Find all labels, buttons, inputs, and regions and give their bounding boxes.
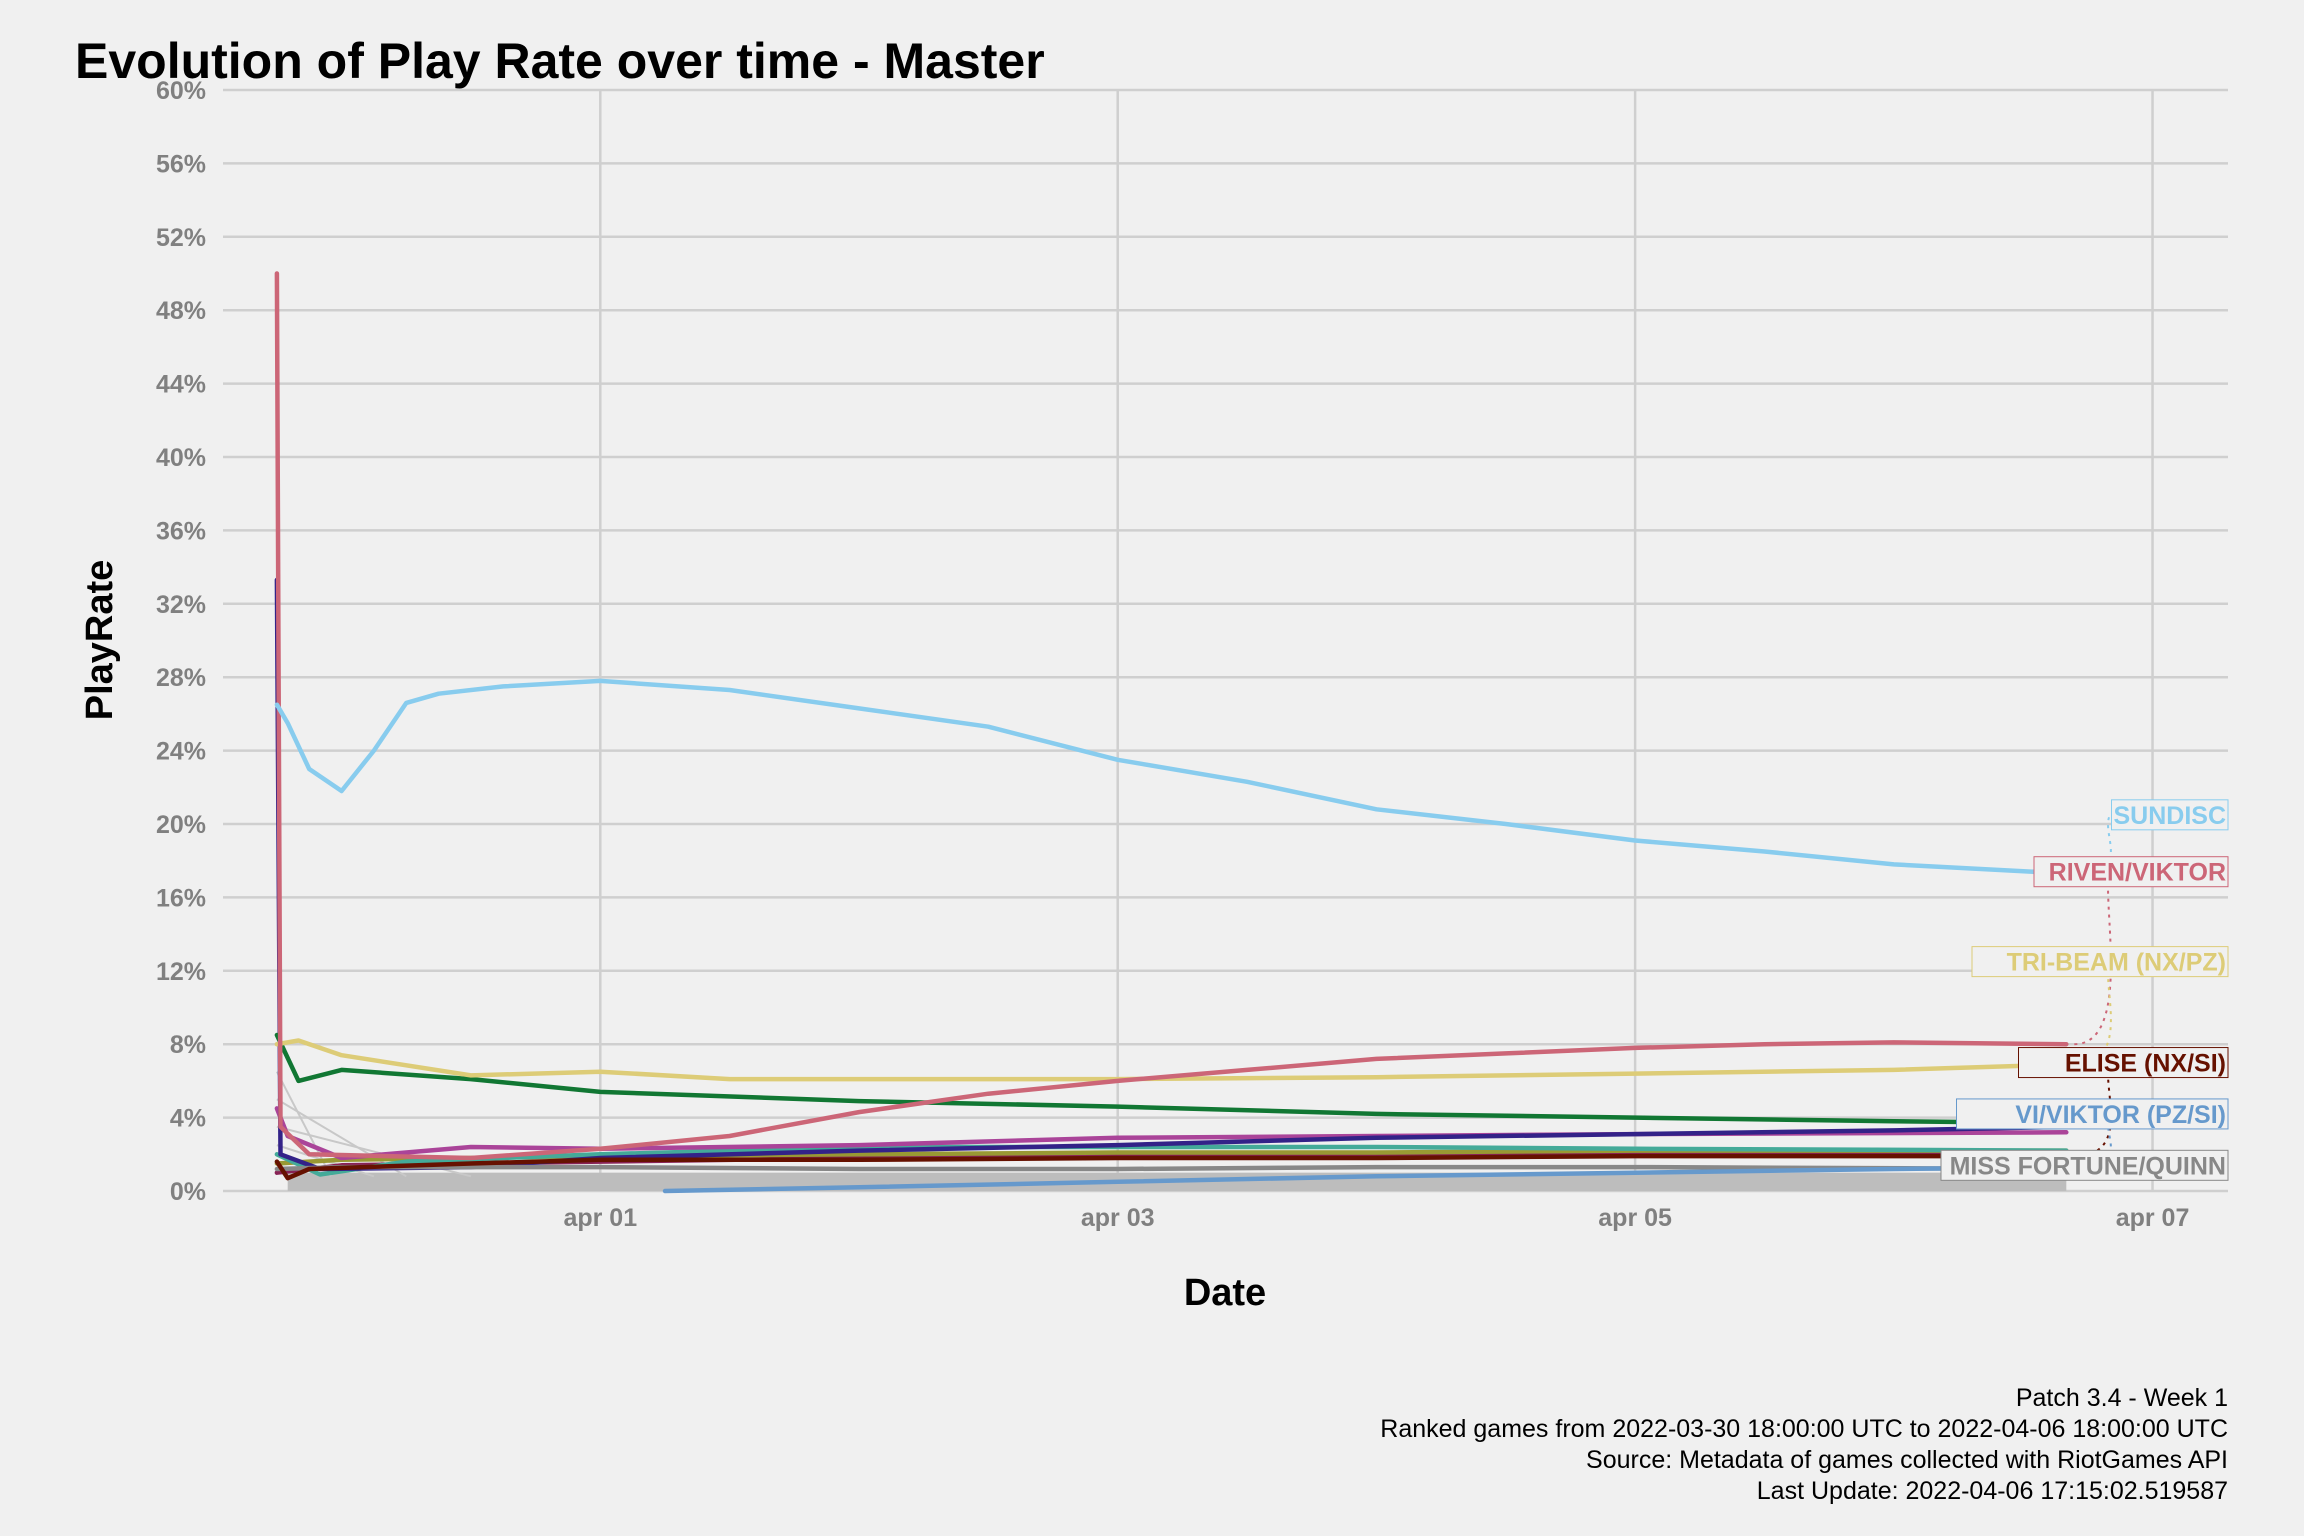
y-tick-label: 20% — [156, 811, 206, 839]
y-tick-label: 12% — [156, 958, 206, 986]
y-tick-label: 16% — [156, 884, 206, 912]
x-tick-label: apr 01 — [563, 1204, 637, 1232]
series-line-unlabelled — [274, 1148, 2069, 1166]
y-tick-label: 48% — [156, 297, 206, 325]
caption-source: Source: Metadata of games collected with… — [1586, 1446, 2228, 1474]
y-tick-label: 32% — [156, 591, 206, 619]
series-label-box — [1971, 946, 2229, 978]
series-label: RIVEN/VIKTOR — [2049, 859, 2226, 887]
series-line-riven-viktor — [274, 271, 2069, 1161]
series-label-box — [2018, 1047, 2229, 1079]
series-label-box — [1940, 1149, 2229, 1181]
chart-title: Evolution of Play Rate over time - Maste… — [75, 33, 1045, 89]
caption-range: Ranked games from 2022-03-30 18:00:00 UT… — [1380, 1415, 2228, 1443]
series-label-box — [1956, 1098, 2229, 1130]
series-line-elise-nx-si — [274, 1153, 2069, 1181]
y-tick-label: 0% — [170, 1178, 206, 1206]
y-tick-label: 52% — [156, 224, 206, 252]
y-tick-label: 8% — [170, 1031, 206, 1059]
y-tick-label: 56% — [156, 150, 206, 178]
y-tick-label: 28% — [156, 664, 206, 692]
caption-updated: Last Update: 2022-04-06 17:15:02.519587 — [1756, 1477, 2228, 1505]
x-axis-title: Date — [1184, 1272, 1266, 1314]
y-tick-label: 60% — [156, 77, 206, 105]
series-label: ELISE (NX/SI) — [2065, 1050, 2226, 1078]
x-tick-label: apr 07 — [2116, 1204, 2190, 1232]
series-label: SUNDISC — [2113, 802, 2226, 830]
x-tick-label: apr 03 — [1081, 1204, 1155, 1232]
y-tick-label: 24% — [156, 738, 206, 766]
series-label-box — [2033, 856, 2229, 888]
y-tick-label: 44% — [156, 371, 206, 399]
y-tick-label: 40% — [156, 444, 206, 472]
series-label: TRI-BEAM (NX/PZ) — [2007, 949, 2226, 977]
series-label: MISS FORTUNE/QUINN — [1950, 1152, 2226, 1180]
x-tick-label: apr 05 — [1598, 1204, 1672, 1232]
y-axis-title: PlayRate — [79, 560, 121, 721]
caption-patch: Patch 3.4 - Week 1 — [2015, 1384, 2228, 1412]
series-line-unlabelled — [274, 577, 2069, 1172]
series-line-sundisc — [274, 678, 2069, 876]
series-label: VI/VIKTOR (PZ/SI) — [2015, 1101, 2226, 1129]
y-tick-label: 4% — [170, 1105, 206, 1133]
series-line-vi-viktor-pz-si — [662, 1164, 2069, 1194]
chart-caption: Patch 3.4 - Week 1 Ranked games from 202… — [1380, 1383, 2228, 1507]
series-line-tri-beam-nx-pz — [274, 1038, 2069, 1082]
series-line-unlabelled — [274, 1032, 2069, 1126]
series-label-box — [2111, 799, 2229, 831]
y-tick-label: 36% — [156, 517, 206, 545]
